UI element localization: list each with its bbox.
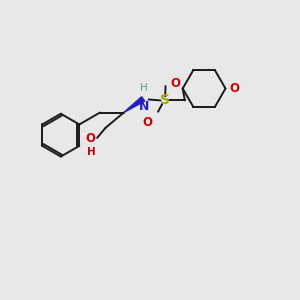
Text: O: O bbox=[170, 77, 180, 90]
Text: H: H bbox=[140, 83, 148, 93]
Text: H: H bbox=[87, 147, 96, 157]
Text: O: O bbox=[230, 82, 240, 95]
Text: O: O bbox=[143, 116, 153, 129]
Text: N: N bbox=[139, 100, 149, 112]
Polygon shape bbox=[124, 97, 145, 112]
Text: O: O bbox=[85, 132, 96, 145]
Text: S: S bbox=[160, 93, 170, 107]
